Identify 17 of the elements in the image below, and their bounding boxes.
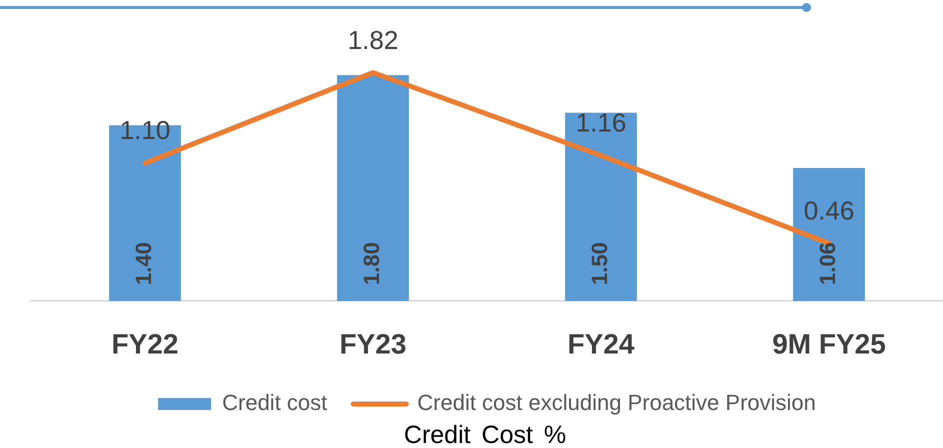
x-tick-label: FY24 [568, 328, 635, 360]
legend-label: Credit cost excluding Proactive Provision [417, 390, 816, 416]
bar [793, 168, 865, 301]
legend-label: Credit cost [222, 390, 328, 416]
data-label: 1.50 [587, 242, 612, 285]
bar [337, 75, 409, 301]
data-label: 0.46 [804, 195, 854, 226]
x-tick-label: FY23 [340, 328, 406, 360]
data-label: 1.16 [576, 108, 626, 138]
data-label: 1.80 [359, 242, 384, 285]
x-tick-label: FY22 [112, 328, 178, 360]
data-label: 1.40 [131, 242, 156, 285]
data-label: 1.06 [815, 242, 840, 285]
data-label: 1.82 [348, 24, 398, 55]
text: Credit Cost % [402, 421, 568, 448]
bar [565, 112, 637, 301]
x-tick-label: 9M FY25 [772, 328, 886, 360]
